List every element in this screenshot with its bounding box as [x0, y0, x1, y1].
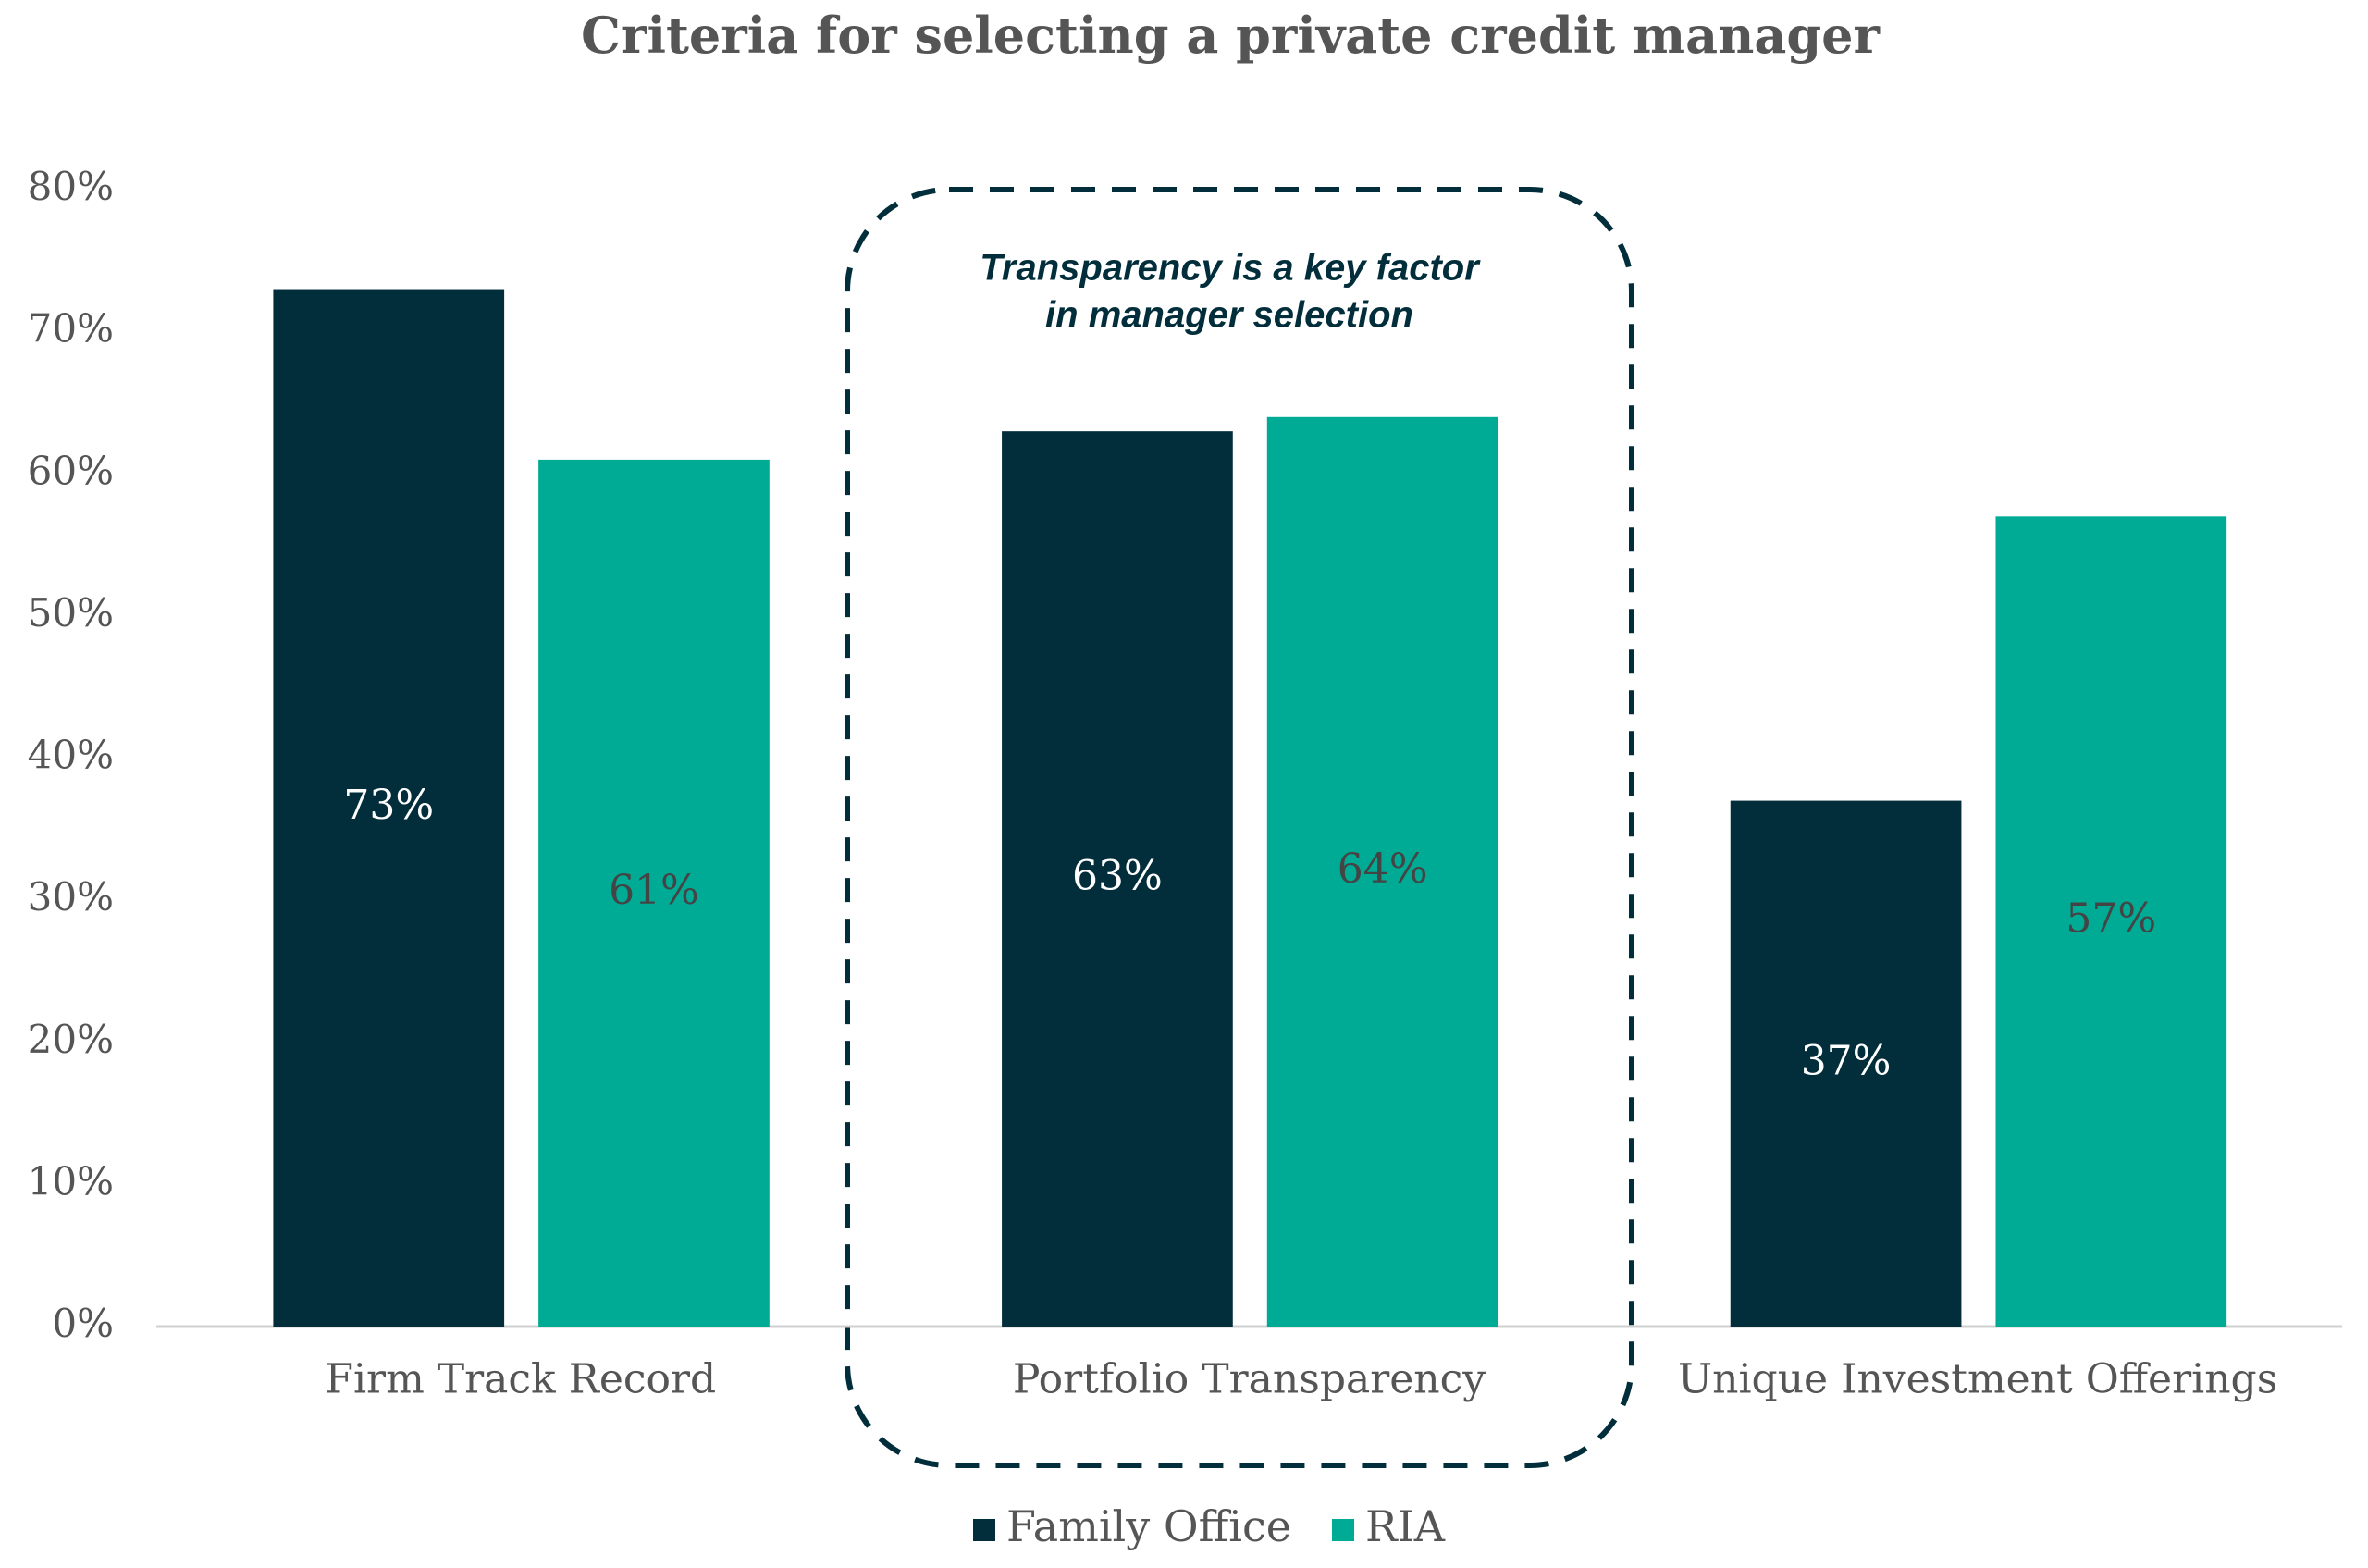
- y-tick-label: 60%: [28, 448, 114, 493]
- value-label: 64%: [1338, 846, 1428, 893]
- legend-swatch: [973, 1519, 995, 1541]
- bar: [1995, 516, 2227, 1327]
- annotation: Transparency is a key factor: [980, 248, 1481, 289]
- value-label: 63%: [1072, 853, 1163, 900]
- bar: [1730, 800, 1962, 1327]
- bar: [273, 289, 505, 1327]
- y-tick-label: 50%: [28, 590, 114, 636]
- legend-label: Family Office: [1006, 1501, 1291, 1551]
- legend-swatch: [1332, 1519, 1354, 1541]
- value-label: 61%: [609, 867, 699, 914]
- y-tick-label: 70%: [28, 306, 114, 352]
- highlight-box: [845, 187, 1634, 1468]
- chart-title: Criteria for selecting a private credit …: [581, 6, 1880, 65]
- x-tick-label: Firm Track Record: [325, 1356, 716, 1403]
- x-tick-label: Unique Investment Offerings: [1678, 1356, 2277, 1403]
- value-label: 57%: [2066, 895, 2156, 943]
- value-label: 73%: [343, 782, 434, 829]
- y-tick-label: 10%: [28, 1158, 114, 1204]
- y-tick-label: 0%: [52, 1301, 114, 1346]
- bar: [1266, 416, 1498, 1327]
- bar: [538, 459, 770, 1327]
- bar: [1002, 431, 1233, 1327]
- x-tick-label: Portfolio Transparency: [1013, 1356, 1486, 1403]
- value-label: 37%: [1801, 1037, 1892, 1084]
- y-tick-label: 40%: [28, 733, 114, 778]
- annotation: in manager selection: [1045, 295, 1413, 336]
- y-tick-label: 80%: [28, 164, 114, 209]
- y-tick-label: 20%: [28, 1017, 114, 1062]
- y-tick-label: 30%: [28, 874, 114, 920]
- legend-label: RIA: [1365, 1501, 1446, 1551]
